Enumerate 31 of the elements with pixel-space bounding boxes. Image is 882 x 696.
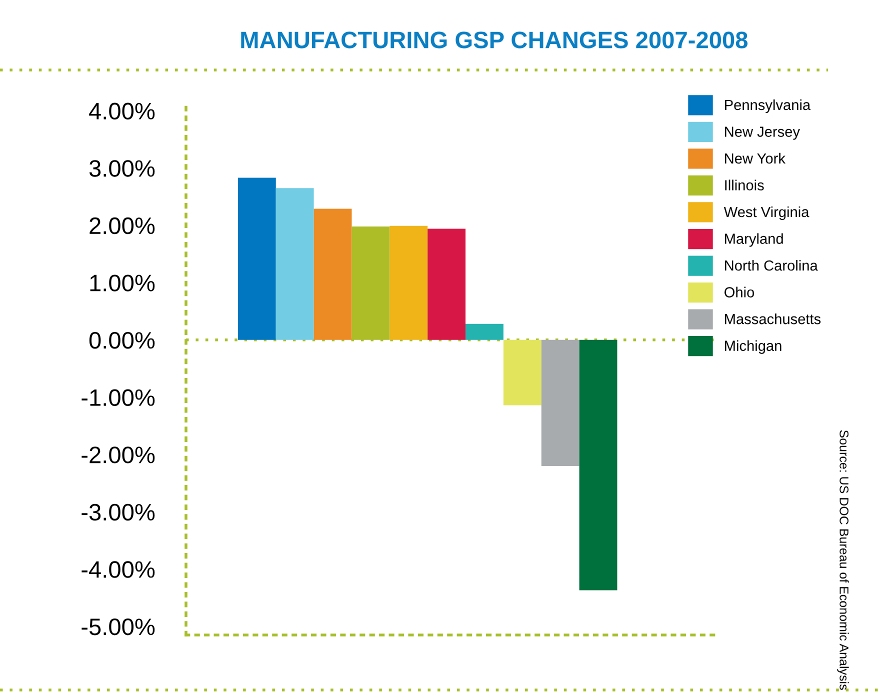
legend-label: Pennsylvania [725,99,811,114]
legend-label: Illinois [725,180,764,190]
bar [541,340,580,466]
legend-label: West Virginia [724,206,810,220]
chart-title: MANUFACTURING GSP CHANGES 2007-2008 [241,32,748,48]
bar [314,208,352,340]
bar [503,340,542,406]
bar [579,340,618,590]
y-tick-label: 0.00% [89,332,155,349]
bar [238,178,276,340]
bar [276,188,314,340]
legend-label: New York [725,152,786,164]
legend-label: Michigan [725,340,782,354]
bar [390,226,428,340]
y-tick-label: -2.00% [82,446,155,464]
legend-label: Ohio [724,286,754,298]
legend-label: North Carolina [725,260,818,271]
y-tick-label: 1.00% [90,274,155,292]
bar [466,324,504,340]
y-tick-label: -5.00% [82,618,155,636]
legend-label: Massachusetts [725,313,821,324]
y-tick-label: -4.00% [82,561,155,578]
bar [428,228,466,340]
y-tick-label: 2.00% [90,217,155,234]
legend-label: Maryland [725,233,783,247]
y-tick-label: -3.00% [82,504,155,521]
legend-label: New Jersey [725,126,800,140]
y-tick-label: -1.00% [82,389,155,406]
source-note: Source: US DOC Bureau of Economic Analysis [837,430,849,690]
y-tick-label: 3.00% [89,160,155,177]
y-tick-label: 4.00% [89,102,155,120]
